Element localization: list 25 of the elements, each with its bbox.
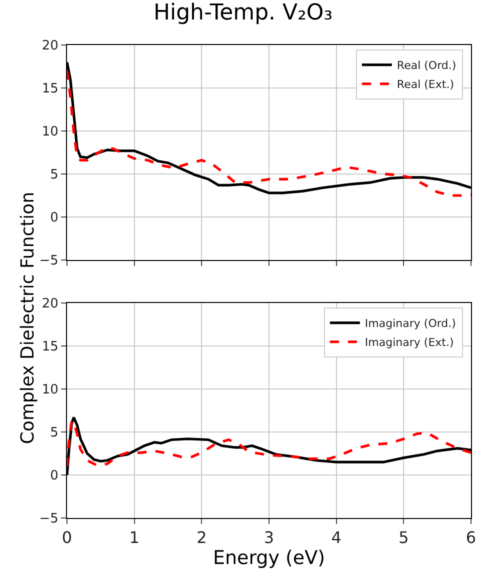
y-axis-title: Complex Dielectric Function — [18, 192, 38, 444]
legend-label: Imaginary (Ord.) — [364, 317, 456, 330]
y-tick-label: 20 — [42, 296, 58, 312]
y-tick-label: 15 — [42, 340, 58, 355]
y-tick-label: 5 — [50, 168, 58, 183]
x-tick-label: 6 — [466, 528, 476, 548]
y-tick-label: 10 — [42, 124, 58, 140]
x-tick-label: 5 — [398, 528, 409, 548]
y-tick-label: 5 — [50, 426, 58, 441]
y-tick-label: 20 — [42, 38, 58, 54]
y-tick-label: 0 — [50, 210, 58, 226]
y-tick-label: 0 — [50, 468, 58, 484]
legend-label: Real (Ord.) — [396, 59, 456, 72]
x-axis-title: Energy (eV) — [212, 547, 326, 569]
x-tick-label: 4 — [331, 528, 342, 548]
y-tick-label: −5 — [39, 512, 58, 527]
legend-label: Imaginary (Ext.) — [364, 336, 454, 350]
chart-title: High-Temp. V₂O₃ — [153, 0, 333, 26]
x-tick-label: 2 — [196, 528, 207, 548]
y-tick-label: −5 — [39, 254, 58, 269]
x-tick-label: 1 — [129, 528, 140, 548]
legend-label: Real (Ext.) — [396, 78, 454, 92]
y-tick-label: 15 — [42, 82, 58, 97]
y-tick-label: 10 — [42, 382, 58, 398]
x-tick-label: 3 — [264, 528, 274, 548]
